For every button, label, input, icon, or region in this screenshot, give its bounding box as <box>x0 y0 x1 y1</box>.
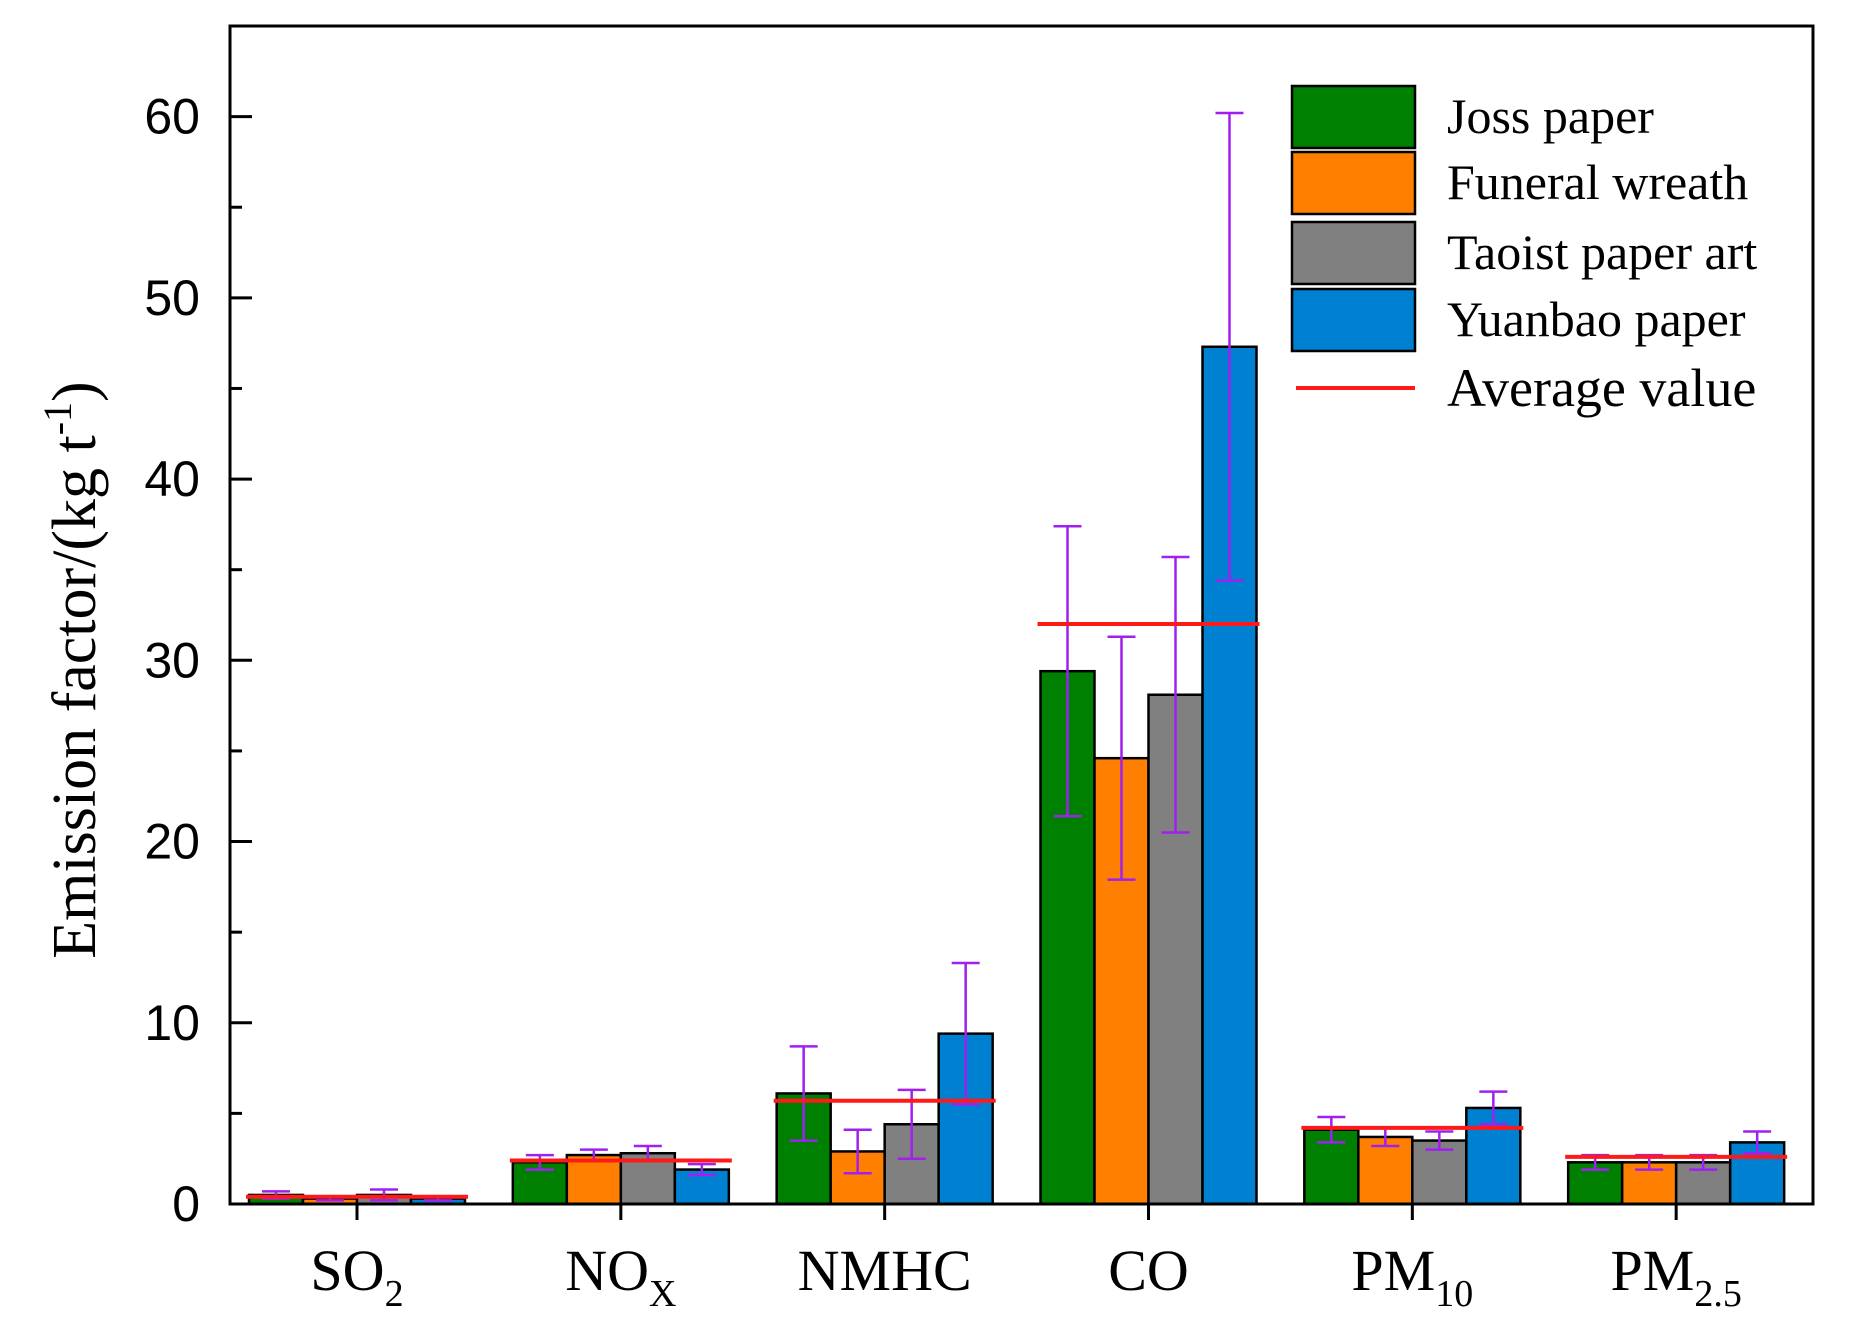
legend-swatch-3 <box>1290 287 1417 353</box>
legend-label-average: Average value <box>1447 358 1756 418</box>
bar-yuanbao-paper-1 <box>673 1168 731 1206</box>
y-axis-title-superscript: -1 <box>35 402 80 435</box>
x-tick-label-0: SO2 <box>310 1238 403 1315</box>
average-lines-layer <box>246 622 1788 1199</box>
legend-label-2: Taoist paper art <box>1447 224 1757 280</box>
y-tick-label-3: 30 <box>144 632 200 688</box>
x-tick-label-2: NMHC <box>798 1238 972 1303</box>
x-tick-label-subscript: 2 <box>385 1273 404 1315</box>
legend-swatch-2 <box>1290 220 1417 286</box>
x-axis: SO2 NOX NMHC CO PM10 PM2.5 <box>310 1204 1742 1315</box>
x-tick-label-base: NO <box>565 1238 649 1303</box>
x-tick-label-1: NOX <box>565 1238 676 1315</box>
x-tick-label-subscript: 2.5 <box>1694 1273 1742 1315</box>
bar-yuanbao-paper-4 <box>1465 1106 1522 1206</box>
y-axis-title-end: ) <box>41 381 109 402</box>
plot-area-frame <box>228 24 1815 1206</box>
y-tick-label-5: 50 <box>144 270 200 326</box>
y-tick-label-1: 10 <box>144 995 200 1051</box>
x-tick-label-subscript: X <box>649 1273 676 1315</box>
x-tick-label-5: PM2.5 <box>1611 1238 1742 1315</box>
legend-swatch-0 <box>1290 84 1417 150</box>
legend-label-3: Yuanbao paper <box>1447 291 1746 347</box>
legend: Joss paper Funeral wreath Taoist paper art… <box>1290 84 1757 418</box>
x-tick-label-subscript: 10 <box>1435 1273 1473 1315</box>
x-tick-label-base: PM <box>1351 1238 1435 1303</box>
x-tick-label-base: CO <box>1108 1238 1189 1303</box>
y-tick-label-6: 60 <box>144 89 200 145</box>
legend-label-1: Funeral wreath <box>1447 154 1748 210</box>
y-tick-label-4: 40 <box>144 451 200 507</box>
y-axis: 0 10 20 30 40 50 60 <box>144 89 252 1232</box>
x-tick-label-3: CO <box>1108 1238 1189 1303</box>
legend-label-0: Joss paper <box>1447 88 1654 144</box>
y-tick-label-0: 0 <box>172 1176 200 1232</box>
y-axis-title: Emission factor/(kg t-1) <box>35 381 109 958</box>
y-tick-label-2: 20 <box>144 814 200 870</box>
y-axis-title-main: Emission factor/(kg t <box>41 435 109 958</box>
x-tick-label-base: NMHC <box>798 1238 972 1303</box>
x-tick-label-base: PM <box>1611 1238 1695 1303</box>
x-tick-label-base: SO <box>310 1238 384 1303</box>
bars-layer <box>247 345 1786 1206</box>
legend-swatch-1 <box>1290 150 1417 216</box>
x-tick-label-4: PM10 <box>1351 1238 1473 1315</box>
